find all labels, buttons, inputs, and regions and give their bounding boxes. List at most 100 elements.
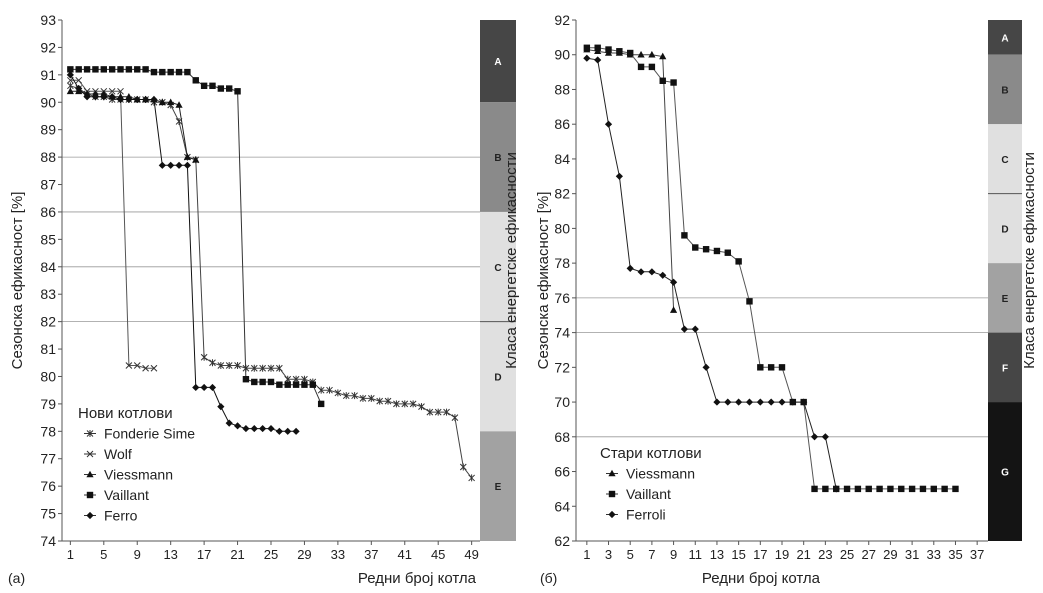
- data-point: [292, 427, 300, 435]
- legend: Стари котлови Viessmann Vaillant Ferroli: [600, 445, 702, 523]
- legend-label: Ferro: [104, 508, 138, 524]
- data-point: [952, 485, 959, 493]
- data-point: [317, 386, 325, 394]
- data-point: [159, 68, 166, 76]
- data-point: [317, 400, 325, 408]
- data-point: [384, 397, 392, 405]
- panel-label: (a): [8, 570, 25, 586]
- data-point: [434, 408, 442, 416]
- data-point: [233, 422, 242, 430]
- y-tick-label: 68: [554, 429, 570, 445]
- legend-marker: [608, 510, 616, 519]
- y-tick-label: 62: [554, 533, 570, 549]
- data-point: [843, 485, 851, 493]
- data-point: [150, 68, 158, 76]
- y-tick-label: 76: [554, 290, 570, 306]
- data-point: [259, 364, 266, 372]
- legend-marker: [86, 511, 94, 520]
- legend-label: Viessmann: [104, 467, 173, 483]
- data-point: [908, 485, 916, 493]
- data-point: [669, 278, 678, 286]
- x-tick-label: 17: [753, 547, 767, 562]
- data-point: [217, 362, 225, 370]
- data-point: [637, 63, 645, 71]
- y-tick-label: 85: [40, 231, 56, 247]
- data-point: [459, 463, 467, 471]
- data-point: [301, 381, 308, 388]
- data-point: [117, 87, 124, 95]
- x-tick-label: 33: [927, 547, 941, 562]
- y-tick-label: 72: [554, 359, 570, 375]
- y-tick-label: 83: [40, 286, 56, 302]
- legend-marker: [608, 490, 616, 498]
- data-point: [250, 424, 258, 433]
- data-point: [92, 66, 99, 73]
- data-point: [75, 84, 83, 93]
- y-tick-label: 92: [554, 12, 570, 28]
- data-point: [142, 95, 150, 104]
- class-label-g: G: [1001, 468, 1009, 479]
- panel-label: (б): [540, 570, 557, 586]
- data-point: [756, 398, 764, 406]
- legend-label: Viessmann: [626, 466, 695, 482]
- data-point: [898, 485, 905, 493]
- data-point: [367, 394, 375, 402]
- chart-panel-b: ABCDEFG626466687072747678808284868890921…: [535, 12, 1038, 587]
- data-point: [209, 359, 216, 367]
- data-point: [691, 325, 699, 333]
- x-tick-label: 27: [862, 547, 876, 562]
- data-point: [150, 364, 158, 372]
- x-tick-label: 3: [605, 547, 612, 562]
- data-point: [393, 400, 400, 408]
- legend-marker: [608, 469, 616, 477]
- data-point: [778, 364, 786, 371]
- class-label-c: C: [494, 263, 501, 274]
- legend-title: Стари котлови: [600, 445, 702, 462]
- data-point: [100, 66, 107, 73]
- data-point: [234, 362, 241, 370]
- data-point: [267, 364, 275, 372]
- data-point: [192, 77, 199, 84]
- y-tick-label: 66: [554, 464, 570, 480]
- data-point: [735, 398, 743, 406]
- y-tick-label: 70: [554, 394, 570, 410]
- x-tick-label: 37: [364, 547, 378, 562]
- data-point: [184, 68, 191, 76]
- data-point: [767, 398, 775, 406]
- y-tick-label: 92: [40, 39, 56, 55]
- data-point: [887, 485, 894, 493]
- data-point: [832, 485, 840, 493]
- data-point: [167, 161, 175, 169]
- class-label-c: C: [1001, 155, 1008, 166]
- x-tick-label: 17: [197, 547, 211, 562]
- data-point: [778, 398, 786, 406]
- class-band-a: [480, 20, 516, 103]
- data-point: [167, 68, 174, 76]
- data-point: [702, 246, 710, 253]
- series-vaillant: [583, 44, 959, 493]
- x-tick-label: 19: [775, 547, 789, 562]
- data-point: [583, 54, 591, 62]
- data-point: [142, 364, 149, 372]
- data-point: [175, 161, 183, 169]
- data-point: [789, 398, 797, 406]
- data-point: [208, 383, 217, 392]
- data-point: [175, 68, 183, 76]
- data-point: [376, 397, 384, 405]
- data-point: [133, 95, 141, 104]
- class-band-f: [988, 332, 1022, 403]
- x-axis-label: Редни број котла: [702, 570, 821, 587]
- y-tick-label: 80: [554, 220, 570, 236]
- data-point: [242, 376, 250, 383]
- data-point: [108, 87, 116, 95]
- data-point: [648, 268, 656, 276]
- data-point: [200, 82, 208, 90]
- data-point: [659, 77, 666, 84]
- y-tick-label: 76: [40, 478, 56, 494]
- legend-label: Wolf: [104, 446, 132, 462]
- y-tick-label: 84: [40, 259, 56, 275]
- y-tick-label: 80: [40, 368, 56, 384]
- legend-label: Ferroli: [626, 507, 666, 523]
- class-label-e: E: [495, 482, 502, 493]
